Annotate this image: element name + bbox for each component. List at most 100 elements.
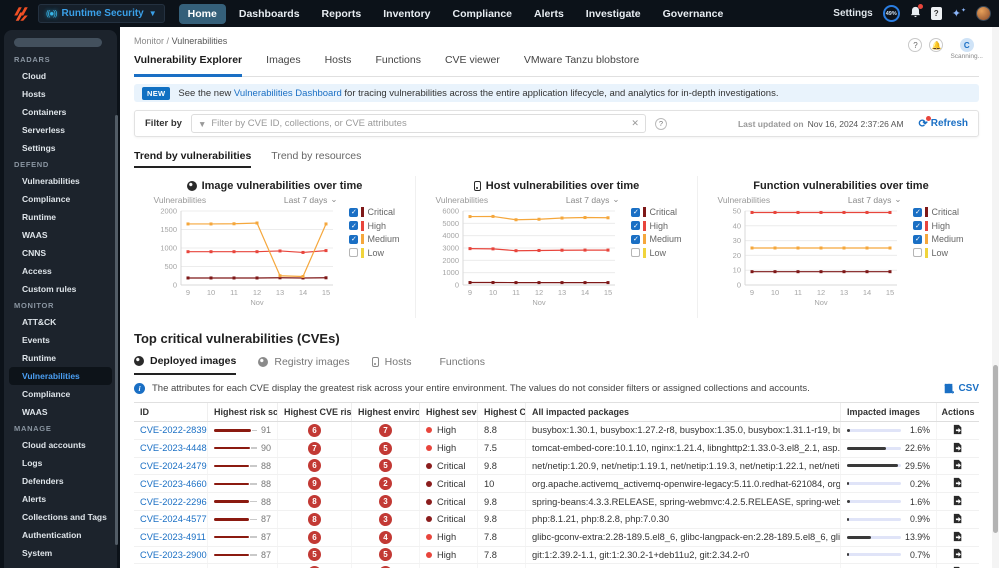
sidebar-item-defend-waas[interactable]: WAAS [22, 230, 48, 240]
sidebar-item-radars-containers[interactable]: Containers [22, 107, 67, 117]
sidebar-scrollbar[interactable] [115, 115, 118, 545]
sidebar-item-manage-defenders[interactable]: Defenders [22, 476, 64, 486]
sidebar-item-defend-compliance[interactable]: Compliance [22, 194, 71, 204]
checkbox-unchecked-icon[interactable] [913, 248, 923, 257]
legend-item-low[interactable]: Low [349, 247, 399, 258]
checkbox-checked-icon[interactable]: ✓ [349, 207, 359, 217]
chart-range-dropdown[interactable]: Last 7 days ⌄ [284, 194, 338, 205]
export-report-icon[interactable] [953, 442, 963, 455]
settings-button[interactable]: Settings [833, 8, 873, 19]
nav-item-investigate[interactable]: Investigate [585, 7, 641, 20]
cve-link[interactable]: CVE-2023-46604 [140, 478, 208, 489]
notifications-bell-icon[interactable] [910, 4, 923, 21]
trend-tab-trend-by-vulnerabilities[interactable]: Trend by vulnerabilities [134, 150, 252, 168]
tab-images[interactable]: Images [266, 54, 301, 66]
export-report-icon[interactable] [953, 424, 963, 437]
alerts-circle-button[interactable]: 🔔 [929, 38, 944, 52]
col-header-highest-risk-score[interactable]: Highest risk score [208, 403, 278, 421]
sidebar-item-monitor-runtime[interactable]: Runtime [22, 353, 56, 363]
chart-range-dropdown[interactable]: Last 7 days ⌄ [566, 194, 620, 205]
cve-tab-hosts[interactable]: Hosts [371, 355, 412, 375]
checkbox-checked-icon[interactable]: ✓ [631, 234, 641, 244]
checkbox-checked-icon[interactable]: ✓ [913, 221, 923, 230]
help-docs-icon[interactable]: ? [930, 7, 942, 20]
filter-input[interactable] [211, 118, 627, 129]
sidebar-item-monitor-compliance[interactable]: Compliance [22, 389, 71, 399]
col-header-highest-severity[interactable]: Highest severity [420, 403, 478, 421]
legend-item-medium[interactable]: ✓ Medium [913, 234, 964, 244]
help-circle-button[interactable]: ? [908, 38, 923, 52]
tab-vulnerability-explorer[interactable]: Vulnerability Explorer [134, 54, 243, 77]
sidebar-item-defend-runtime[interactable]: Runtime [22, 212, 56, 222]
cve-tab-deployed-images[interactable]: Deployed images [134, 355, 237, 375]
cve-link[interactable]: CVE-2024-4577 [140, 514, 207, 525]
sidebar-item-manage-authentication[interactable]: Authentication [22, 530, 82, 540]
clear-filter-icon[interactable]: ✕ [631, 118, 639, 128]
nav-item-dashboards[interactable]: Dashboards [238, 7, 300, 20]
checkbox-checked-icon[interactable]: ✓ [913, 234, 923, 244]
legend-item-high[interactable]: ✓ High [349, 220, 399, 231]
legend-item-high[interactable]: ✓ High [913, 220, 963, 231]
col-header-highest-environme[interactable]: Highest environme... [352, 403, 420, 421]
export-report-icon[interactable] [953, 513, 963, 526]
export-report-icon[interactable] [953, 531, 963, 544]
legend-item-critical[interactable]: ✓ Critical [349, 207, 399, 217]
col-header-highest-cvss[interactable]: Highest CVSS [478, 403, 526, 421]
filter-help-icon[interactable]: ? [654, 117, 667, 130]
product-selector[interactable]: ((●)) Runtime Security ▼ [38, 4, 165, 23]
sidebar-item-radars-settings[interactable]: Settings [22, 143, 56, 153]
checkbox-checked-icon[interactable]: ✓ [631, 221, 641, 230]
export-report-icon[interactable] [953, 459, 963, 472]
sidebar-item-manage-collections-and-tags[interactable]: Collections and Tags [22, 512, 107, 522]
legend-item-medium[interactable]: ✓ Medium [631, 234, 682, 244]
cve-link[interactable]: CVE-2023-44487 [140, 443, 208, 454]
checkbox-checked-icon[interactable]: ✓ [913, 207, 923, 217]
chart-range-dropdown[interactable]: Last 7 days ⌄ [848, 194, 902, 205]
col-header-id[interactable]: ID [134, 403, 208, 421]
main-scrollbar-thumb[interactable] [993, 365, 998, 533]
tab-functions[interactable]: Functions [375, 54, 421, 66]
legend-item-critical[interactable]: ✓ Critical [913, 207, 963, 217]
col-header-actions[interactable]: Actions [941, 407, 975, 417]
sidebar-search-input[interactable] [14, 38, 102, 47]
user-avatar[interactable] [976, 6, 991, 21]
sidebar-item-manage-logs[interactable]: Logs [22, 458, 43, 468]
cve-link[interactable]: CVE-2023-29007 [140, 549, 208, 560]
sidebar-item-monitor-waas[interactable]: WAAS [22, 407, 48, 417]
sidebar-item-monitor-vulnerabilities[interactable]: Vulnerabilities [9, 367, 112, 385]
nav-item-home[interactable]: Home [178, 3, 226, 24]
sidebar-item-manage-alerts[interactable]: Alerts [22, 494, 47, 504]
scanning-icon[interactable]: C [959, 38, 974, 52]
tab-cve-viewer[interactable]: CVE viewer [444, 54, 500, 66]
cve-link[interactable]: CVE-2022-28391 [140, 425, 208, 436]
tab-vmware-tanzu-blobstore[interactable]: VMware Tanzu blobstore [523, 54, 640, 66]
col-header-all-impacted-packages[interactable]: All impacted packages [526, 403, 841, 421]
sidebar-item-radars-hosts[interactable]: Hosts [22, 89, 46, 99]
export-report-icon[interactable] [953, 477, 963, 490]
nav-item-alerts[interactable]: Alerts [534, 7, 564, 20]
legend-item-critical[interactable]: ✓ Critical [631, 207, 681, 217]
col-header-impacted-images[interactable]: Impacted images [841, 403, 937, 421]
checkbox-unchecked-icon[interactable] [631, 248, 641, 257]
refresh-button[interactable]: ⟳ Refresh [918, 116, 968, 130]
cve-tab-registry-images[interactable]: Registry images [258, 355, 350, 375]
sparkle-ai-icon[interactable]: ✦✦ [951, 8, 966, 20]
sidebar-item-defend-vulnerabilities[interactable]: Vulnerabilities [22, 176, 80, 186]
nav-item-compliance[interactable]: Compliance [452, 7, 513, 20]
usage-progress-badge[interactable]: 49% [882, 5, 900, 22]
cve-link[interactable]: CVE-2022-22965 [140, 496, 208, 507]
cve-tab-functions[interactable]: Functions [434, 355, 486, 375]
breadcrumb-parent[interactable]: Monitor [134, 36, 165, 46]
sidebar-item-radars-serverless[interactable]: Serverless [22, 125, 66, 135]
cve-link[interactable]: CVE-2024-24790 [140, 460, 208, 471]
legend-item-medium[interactable]: ✓ Medium [349, 234, 400, 244]
legend-item-low[interactable]: Low [913, 247, 963, 258]
export-report-icon[interactable] [953, 548, 963, 561]
sidebar-item-manage-system[interactable]: System [22, 548, 53, 558]
sidebar-item-defend-custom-rules[interactable]: Custom rules [22, 284, 77, 294]
checkbox-unchecked-icon[interactable] [349, 248, 359, 257]
csv-export-button[interactable]: CSV [944, 383, 979, 394]
sidebar-item-monitor-events[interactable]: Events [22, 335, 50, 345]
cve-link[interactable]: CVE-2023-4911 [140, 532, 206, 543]
sidebar-item-defend-access[interactable]: Access [22, 266, 52, 276]
